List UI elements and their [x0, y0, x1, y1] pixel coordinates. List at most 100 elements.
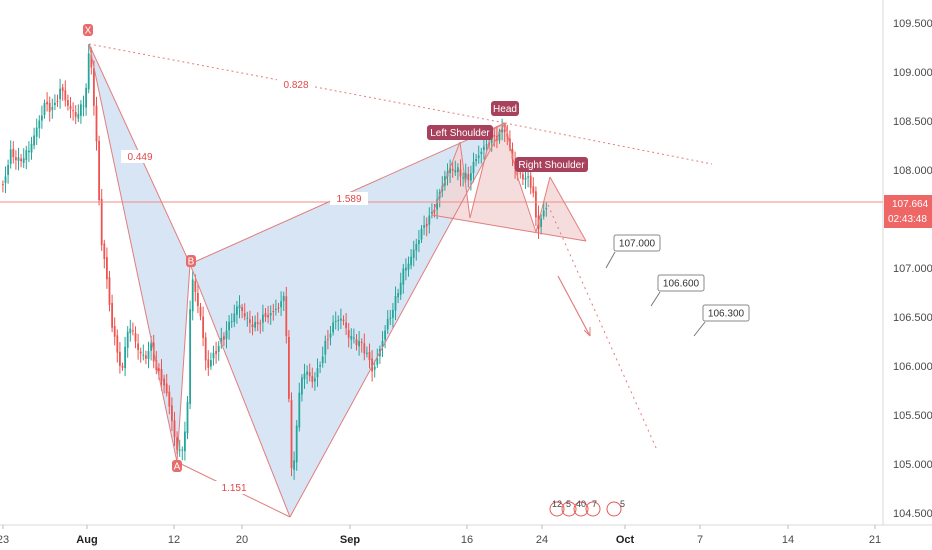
- candle-body: [165, 383, 168, 394]
- candle-body: [30, 143, 33, 153]
- callout-leader: [605, 251, 616, 269]
- time-tick-label: 12: [168, 534, 180, 546]
- candle-body: [410, 256, 412, 266]
- left-shoulder-label: Left Shoulder: [430, 128, 490, 139]
- candle-body: [394, 296, 397, 311]
- candle-body: [366, 352, 368, 354]
- hs-line: [535, 176, 551, 233]
- target-callout-106-3: 106.300: [708, 309, 745, 320]
- candle-body: [132, 330, 134, 332]
- ratio-xb: 0.449: [127, 152, 152, 163]
- candle-body: [324, 340, 327, 355]
- event-count: 5: [566, 499, 571, 509]
- candle-body: [93, 68, 95, 106]
- event-count: 40: [576, 499, 586, 509]
- price-tick-label: 108.000: [893, 165, 932, 177]
- candle-body: [33, 135, 35, 146]
- candle-body: [74, 112, 77, 117]
- candle-body: [470, 173, 472, 181]
- candle-body: [334, 320, 337, 322]
- candle-body: [184, 431, 186, 452]
- candle-body: [527, 176, 529, 178]
- current-price-label: 107.664: [892, 199, 929, 210]
- candle-body: [282, 295, 285, 302]
- candle-body: [142, 354, 145, 356]
- candle-body: [22, 158, 25, 163]
- event-icon[interactable]: [573, 501, 589, 517]
- candle-body: [293, 460, 295, 470]
- target-callout-106-6-box: [657, 274, 705, 292]
- event-icon[interactable]: [585, 501, 601, 517]
- candle-body: [262, 314, 264, 323]
- candle-body: [38, 120, 41, 129]
- candle-body: [20, 158, 22, 162]
- time-tick-label: Aug: [76, 534, 97, 546]
- time-axis[interactable]: 23 Aug 12 20 Sep 16 24 Oct 7 14 21: [0, 524, 932, 546]
- candle-body: [503, 129, 506, 133]
- candle-body: [428, 215, 431, 225]
- price-tick-label: 107.000: [893, 263, 932, 275]
- price-tick-label: 109.500: [893, 18, 932, 30]
- candle-body: [355, 339, 358, 346]
- candle-body: [15, 157, 17, 161]
- candle-body: [347, 330, 350, 338]
- candle-body: [332, 322, 334, 333]
- event-icon[interactable]: [549, 501, 565, 517]
- event-icon[interactable]: [606, 501, 622, 517]
- point-a-badge: [172, 460, 182, 472]
- candle-body: [451, 168, 454, 171]
- time-tick-label: 23: [0, 534, 9, 546]
- candle-body: [119, 351, 121, 366]
- candle-body: [236, 306, 238, 315]
- point-x-label: X: [85, 26, 92, 37]
- point-x-badge: [83, 24, 93, 36]
- target-callout-107: 107.000: [619, 239, 656, 250]
- hs-line: [549, 176, 587, 242]
- candle-body: [425, 223, 428, 227]
- candle-body: [381, 341, 384, 348]
- candle-body: [464, 172, 467, 179]
- candle-body: [225, 330, 228, 339]
- candle-body: [542, 210, 545, 217]
- event-icon[interactable]: [561, 501, 577, 517]
- event-icons[interactable]: 12 5 40 7 5: [549, 499, 625, 517]
- countdown-label: 02:43:48: [888, 214, 927, 225]
- candle-body: [191, 279, 194, 312]
- candle-body: [373, 366, 376, 370]
- candle-body: [467, 174, 470, 181]
- candle-body: [402, 268, 405, 285]
- candle-body: [490, 136, 493, 144]
- candle-body: [267, 315, 269, 318]
- candle-body: [522, 174, 524, 180]
- candle-body: [147, 350, 150, 359]
- hs-fill: [432, 123, 586, 241]
- candle-body: [301, 377, 303, 395]
- ratio-ac-box: [215, 481, 253, 494]
- hs-line: [491, 122, 506, 131]
- point-b-badge: [186, 255, 196, 267]
- candle-body: [202, 316, 204, 338]
- candle-body: [139, 351, 142, 354]
- candle-body: [246, 317, 249, 319]
- candle-body: [269, 312, 272, 316]
- candle-body: [472, 161, 475, 174]
- event-count: 12: [552, 499, 562, 509]
- candle-body: [376, 358, 379, 365]
- candle-body: [475, 158, 477, 162]
- candle-body: [288, 336, 290, 399]
- candle-body: [418, 239, 420, 245]
- candle-body: [407, 263, 410, 270]
- price-tick-label: 109.000: [893, 67, 932, 79]
- candle-body: [25, 150, 28, 161]
- projection-line: [547, 204, 658, 451]
- price-axis[interactable]: 109.500109.000108.500108.000107.500107.0…: [882, 0, 932, 525]
- candle-body: [230, 321, 233, 323]
- candle-body: [77, 113, 80, 119]
- candle-body: [194, 281, 197, 292]
- candle-body: [392, 309, 394, 318]
- candle-body: [363, 343, 366, 354]
- candle-body: [82, 105, 85, 107]
- candle-body: [108, 277, 111, 305]
